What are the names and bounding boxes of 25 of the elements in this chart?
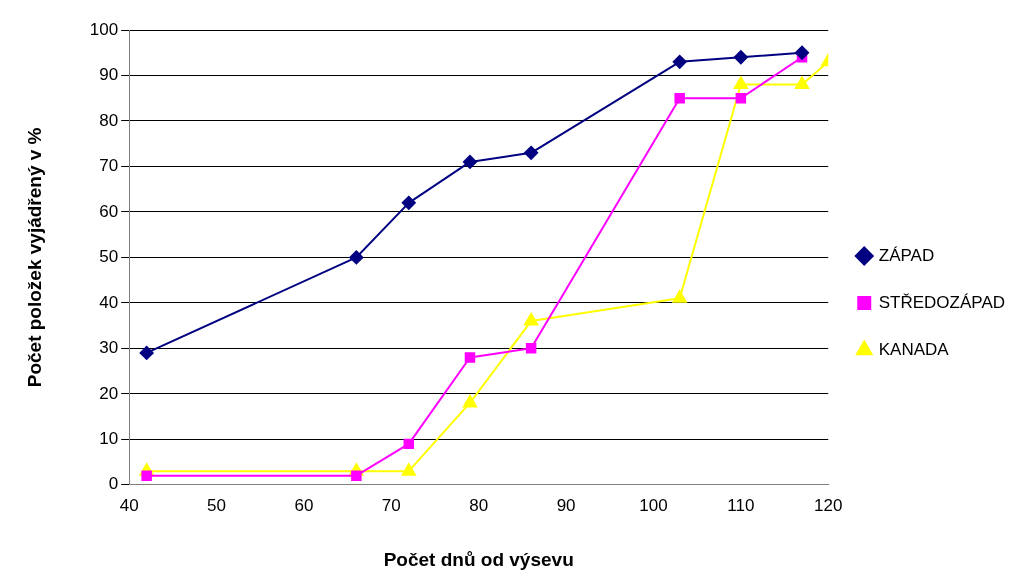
y-tick-label: 70 [99,156,119,176]
y-tick-label: 30 [99,338,119,358]
x-tick-label: 100 [639,495,668,515]
y-tick-label: 80 [99,110,119,130]
y-tick-label: 60 [99,201,119,221]
x-tick-label: 120 [814,495,843,515]
legend-label: STŘEDOZÁPAD [878,292,1006,312]
y-tick-label: 40 [99,292,119,312]
y-tick-label: 50 [99,247,119,267]
legend-label: KANADA [878,339,950,359]
x-tick-label: 90 [556,495,576,515]
y-tick-label: 90 [99,65,119,85]
x-tick-label: 80 [469,495,489,515]
y-tick-label: 0 [108,474,119,494]
x-tick-label: 110 [727,495,755,515]
y-tick-label: 20 [99,383,119,403]
x-tick-label: 60 [294,495,314,515]
y-tick-label: 10 [99,429,119,449]
x-tick-label: 70 [381,495,401,515]
x-axis-title: Počet dnů od výsevu [383,548,574,570]
y-tick-label: 100 [89,19,119,39]
x-tick-label: 50 [207,495,227,515]
y-axis-title: Počet položek vyjádřený v % [23,127,45,388]
legend-label: ZÁPAD [878,245,935,265]
x-tick-label: 40 [119,495,139,515]
